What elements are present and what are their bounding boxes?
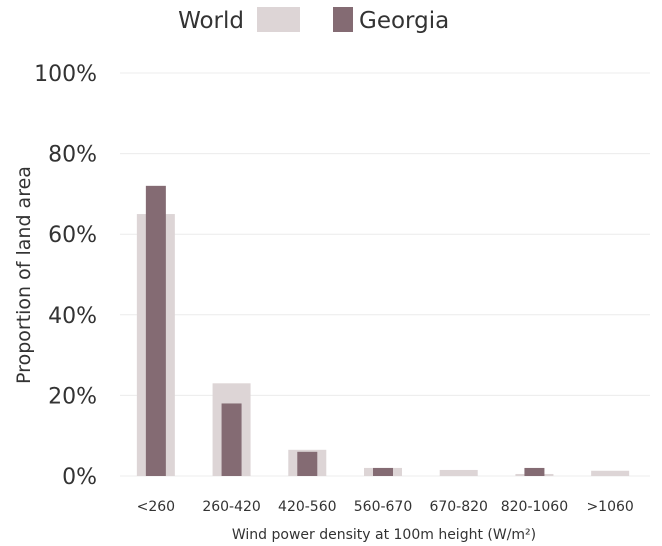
y-tick-label: 40% [48, 304, 97, 329]
bar-georgia [145, 185, 166, 476]
y-tick-label: 100% [34, 62, 97, 87]
x-tick-label: >1060 [586, 499, 633, 515]
y-tick-label: 80% [48, 143, 97, 168]
bars [136, 185, 630, 477]
y-axis-label: Proportion of land area [13, 166, 35, 384]
x-axis-label: Wind power density at 100m height (W/m²) [232, 527, 536, 543]
bar-georgia [221, 403, 242, 476]
bar-georgia [297, 451, 318, 476]
x-tick-label: 670-820 [429, 499, 488, 515]
x-tick-label: 260-420 [202, 499, 261, 515]
legend: World Georgia [178, 7, 449, 34]
legend-swatch-georgia [333, 7, 353, 32]
x-tick-label: <260 [137, 499, 175, 515]
y-tick-label: 20% [48, 384, 97, 409]
y-axis-ticks: 0% 20% 40% 60% 80% 100% [34, 62, 97, 490]
bar-world [591, 470, 630, 476]
x-axis-ticks: <260 260-420 420-560 560-670 670-820 820-1060… [137, 499, 634, 515]
bar-world [439, 469, 478, 476]
legend-label-world: World [178, 8, 244, 34]
gridlines [120, 72, 650, 477]
bar-georgia [373, 467, 393, 476]
legend-label-georgia: Georgia [359, 8, 449, 34]
x-tick-label: 420-560 [278, 499, 337, 515]
x-tick-label: 820-1060 [501, 499, 568, 515]
y-tick-label: 60% [48, 223, 97, 248]
legend-swatch-world [257, 7, 300, 32]
x-tick-label: 560-670 [354, 499, 413, 515]
bar-georgia [524, 467, 545, 476]
y-tick-label: 0% [62, 465, 97, 490]
